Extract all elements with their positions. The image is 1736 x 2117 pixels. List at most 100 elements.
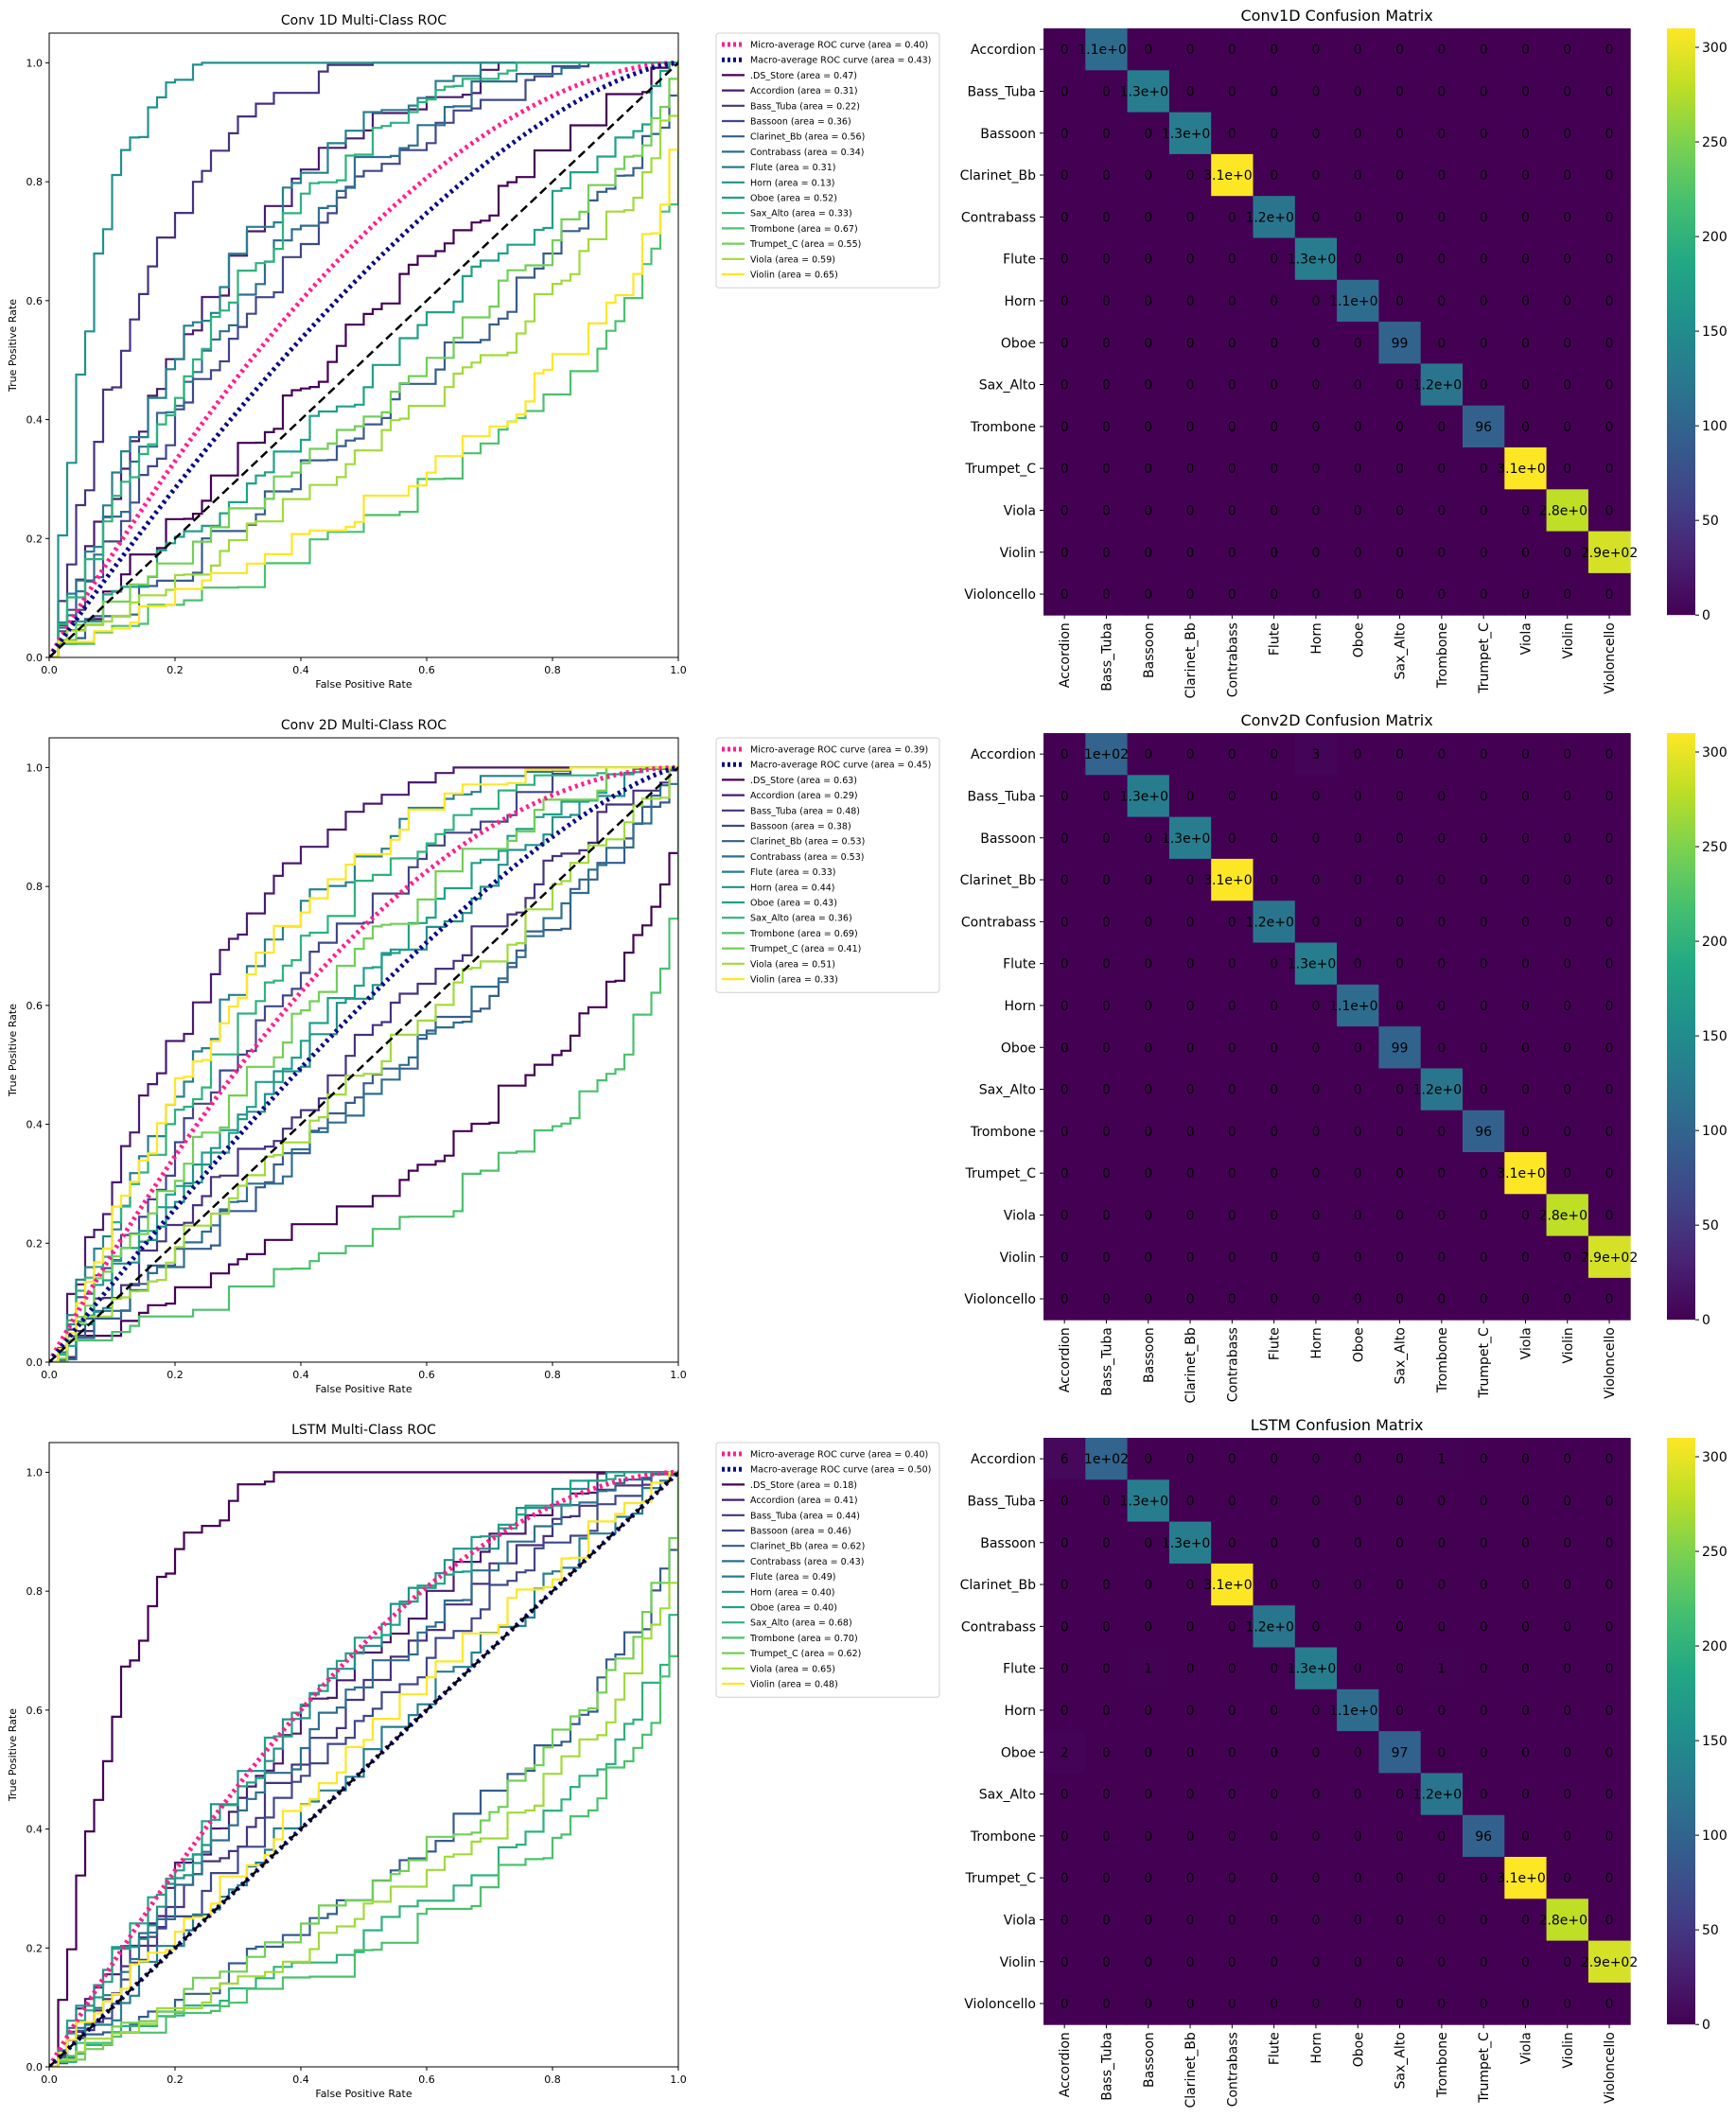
roc-curve-series [49, 766, 678, 1362]
heatmap-cell [1253, 733, 1296, 776]
heatmap-cell-label: 0 [1311, 1578, 1320, 1593]
heatmap-cell-label: 0 [1437, 1997, 1446, 2012]
heatmap-cell [1043, 1688, 1086, 1732]
heatmap-cell [1504, 279, 1548, 323]
heatmap-cell-label: 0 [1061, 462, 1069, 477]
heatmap-cell [1337, 1898, 1379, 1942]
heatmap-cell-label: 0 [1480, 503, 1488, 518]
heatmap-cell [1127, 1277, 1170, 1321]
heatmap-cell [1420, 1438, 1464, 1480]
heatmap-cell [1587, 942, 1631, 986]
heatmap-cell [1463, 531, 1505, 574]
heatmap-cell-label: 0 [1354, 378, 1362, 394]
heatmap-cell [1294, 70, 1338, 114]
heatmap-cell [1043, 363, 1086, 407]
heatmap-cell [1378, 1647, 1422, 1690]
y-tick-label: 0.6 [26, 1000, 44, 1012]
heatmap-cell-label: 0 [1102, 253, 1111, 268]
heatmap-cell-label: 0 [1311, 873, 1320, 888]
heatmap-cell-label: 0 [1605, 1125, 1614, 1140]
x-tick-label: 0.2 [167, 2073, 184, 2086]
heatmap-cell [1546, 1647, 1589, 1690]
heatmap-cell [1504, 1152, 1548, 1195]
x-tick-label: 1.0 [670, 664, 687, 676]
heatmap-cell-label: 1 [1437, 1452, 1446, 1467]
heatmap-cell-label: 0 [1228, 1292, 1236, 1307]
heatmap-cell [1211, 237, 1254, 281]
heatmap-cell [1378, 1731, 1422, 1774]
y-category-label: Accordion [971, 43, 1036, 58]
heatmap-cell-label: 0 [1061, 587, 1069, 603]
heatmap-cell [1294, 196, 1338, 238]
heatmap-cell-label: 0 [1354, 1251, 1362, 1266]
heatmap-cell-label: 0 [1228, 210, 1236, 225]
heatmap-cell [1504, 901, 1548, 943]
heatmap-cell-label: 0 [1563, 1662, 1571, 1677]
heatmap-cell [1504, 1814, 1548, 1858]
heatmap-cell [1587, 984, 1631, 1027]
heatmap-cell-label: 0 [1061, 420, 1069, 435]
heatmap-cell [1127, 572, 1170, 616]
heatmap-cell-label: 0 [1521, 1251, 1530, 1266]
colorbar-tick-label: 100 [1702, 419, 1727, 434]
heatmap-cell [1420, 1898, 1464, 1942]
y-category-label: Horn [1005, 999, 1036, 1014]
heatmap-cell-label: 0 [1270, 1208, 1278, 1223]
heatmap-cell-label: 0 [1437, 831, 1446, 847]
heatmap-cell [1504, 196, 1548, 238]
heatmap-cell-label: 99 [1392, 336, 1409, 351]
heatmap-cell [1337, 322, 1379, 364]
heatmap-cell [1211, 1898, 1254, 1942]
heatmap-cell [1504, 237, 1548, 281]
heatmap-cell-label: 0 [1270, 587, 1278, 603]
y-category-label: Accordion [971, 1452, 1036, 1467]
x-category-label: Flute [1268, 622, 1283, 656]
heatmap-cell [1294, 1277, 1338, 1321]
heatmap-cell-label: 0 [1521, 1704, 1530, 1719]
heatmap-cell-label: 0 [1395, 873, 1404, 888]
y-tick-label: 0.8 [26, 1585, 44, 1598]
heatmap-cell [1378, 447, 1422, 490]
heatmap-cell [1420, 447, 1464, 490]
heatmap-cell [1420, 363, 1464, 407]
heatmap-cell [1085, 572, 1129, 616]
heatmap-cell [1211, 28, 1254, 71]
heatmap-cell [1168, 858, 1212, 901]
heatmap-cell [1253, 363, 1296, 407]
heatmap-cell-label: 0 [1102, 462, 1111, 477]
heatmap-cell-label: 0 [1061, 957, 1069, 972]
heatmap-cell-label: 0 [1605, 210, 1614, 225]
heatmap-cell [1546, 489, 1589, 533]
heatmap-cell-label: 1.1e+02 [1329, 1704, 1386, 1719]
heatmap-cell [1504, 1563, 1548, 1606]
x-category-label: Horn [1309, 2032, 1324, 2063]
heatmap-cell-label: 0 [1144, 253, 1152, 268]
heatmap-cell [1043, 489, 1086, 533]
heatmap-cell [1463, 1773, 1505, 1816]
y-category-label: Bassoon [980, 831, 1036, 847]
x-tick-label: 0.8 [544, 2073, 561, 2086]
heatmap-cell [1127, 1773, 1170, 1816]
heatmap-cell-label: 0 [1270, 168, 1278, 184]
y-category-label: Viola [1004, 503, 1036, 518]
heatmap-cell [1337, 1773, 1379, 1816]
heatmap-cell [1587, 1152, 1631, 1195]
heatmap-cell [1587, 1277, 1631, 1321]
heatmap-cell-label: 0 [1605, 831, 1614, 847]
y-axis-label: True Positive Rate [7, 1708, 19, 1802]
heatmap-cell-label: 0 [1311, 1788, 1320, 1803]
heatmap-cell [1463, 1521, 1505, 1565]
heatmap-cell [1420, 1731, 1464, 1774]
heatmap-cell-label: 0 [1521, 1829, 1530, 1845]
heatmap-cell [1337, 1605, 1379, 1648]
heatmap-cell [1337, 1647, 1379, 1690]
heatmap-cell-label: 0 [1228, 1997, 1236, 2012]
legend-entry: Bass_Tuba (area = 0.22) [750, 101, 860, 112]
heatmap-cell-label: 0 [1395, 1494, 1404, 1509]
heatmap-cell [1378, 405, 1422, 448]
heatmap-cell-label: 0 [1144, 915, 1152, 930]
heatmap-cell [1504, 1277, 1548, 1321]
heatmap-cell [1127, 1647, 1170, 1690]
x-category-label: Flute [1268, 2032, 1283, 2065]
heatmap-cell-label: 0 [1395, 1619, 1404, 1635]
